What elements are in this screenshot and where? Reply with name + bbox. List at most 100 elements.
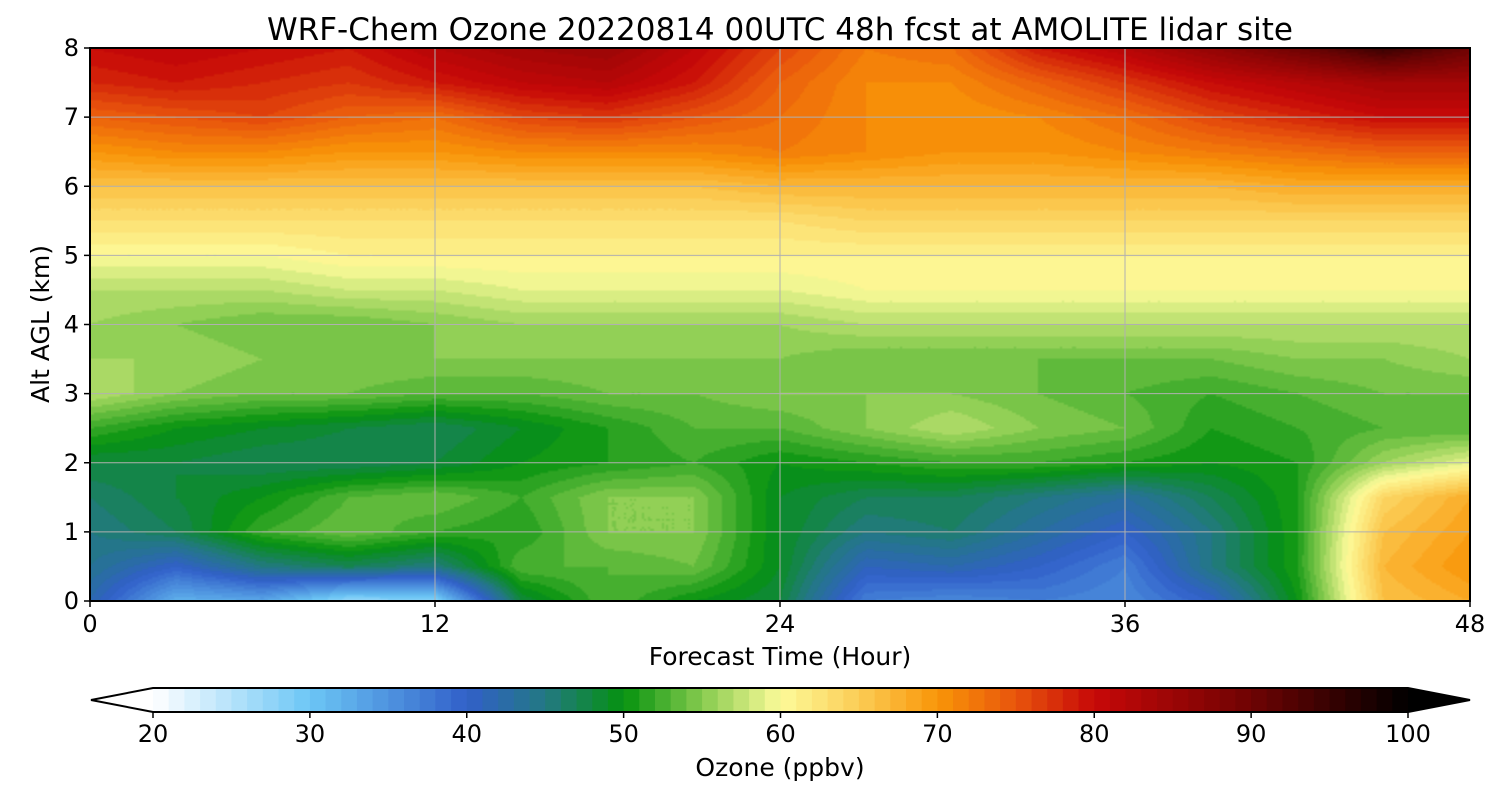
colorbar-segment bbox=[1015, 688, 1033, 712]
colorbar-segment bbox=[733, 688, 750, 712]
colorbar-segment bbox=[498, 688, 515, 712]
colorbar-segment bbox=[655, 688, 672, 712]
colorbar-segment bbox=[325, 688, 342, 712]
colorbar-segment bbox=[231, 688, 248, 712]
colorbar-segment bbox=[466, 688, 484, 712]
colorbar-segment bbox=[1000, 688, 1017, 712]
y-tick-label: 1 bbox=[64, 518, 79, 546]
colorbar-segment bbox=[749, 688, 766, 712]
colorbar-segment bbox=[278, 688, 295, 712]
colorbar-segment bbox=[639, 688, 656, 712]
colorbar-tick-label: 50 bbox=[608, 720, 639, 748]
colorbar-segment bbox=[702, 688, 719, 712]
colorbar-segment bbox=[1031, 688, 1048, 712]
colorbar-segment bbox=[1235, 688, 1252, 712]
colorbar-tick-label: 20 bbox=[138, 720, 169, 748]
colorbar-segment bbox=[843, 688, 860, 712]
colorbar-segment bbox=[262, 688, 280, 712]
colorbar-segment bbox=[404, 688, 421, 712]
y-axis: 0 1 2 3 4 5 6 7 8 bbox=[64, 34, 90, 615]
y-tick-label: 8 bbox=[64, 34, 79, 62]
colorbar-segment bbox=[717, 688, 735, 712]
colorbar-segment bbox=[576, 688, 593, 712]
colorbar-tick-label: 40 bbox=[451, 720, 482, 748]
x-axis-label: Forecast Time (Hour) bbox=[649, 642, 912, 671]
colorbar-segment bbox=[607, 688, 625, 712]
colorbar-tick-label: 80 bbox=[1079, 720, 1110, 748]
colorbar-segment bbox=[921, 688, 938, 712]
colorbar-tick-label: 90 bbox=[1236, 720, 1267, 748]
y-tick-label: 5 bbox=[64, 241, 79, 269]
colorbar-segment bbox=[874, 688, 891, 712]
colorbar-segment bbox=[341, 688, 358, 712]
x-tick-label: 36 bbox=[1110, 610, 1141, 638]
colorbar-segment bbox=[184, 688, 201, 712]
colorbar-tick-label: 100 bbox=[1385, 720, 1431, 748]
colorbar-segment bbox=[1109, 688, 1127, 712]
colorbar-segment bbox=[686, 688, 703, 712]
colorbar-segment bbox=[356, 688, 374, 712]
x-tick-label: 48 bbox=[1455, 610, 1486, 638]
colorbar-segment bbox=[906, 688, 923, 712]
colorbar-extend-high bbox=[1408, 688, 1470, 712]
colorbar-segment bbox=[764, 688, 782, 712]
y-tick-label: 4 bbox=[64, 311, 79, 339]
colorbar-segment bbox=[435, 688, 452, 712]
chart-title: WRF-Chem Ozone 20220814 00UTC 48h fcst a… bbox=[267, 12, 1293, 48]
colorbar-segment bbox=[1251, 688, 1268, 712]
colorbar-segment bbox=[937, 688, 954, 712]
colorbar-segment bbox=[984, 688, 1001, 712]
colorbar-segment bbox=[1094, 688, 1111, 712]
colorbar-segment bbox=[780, 688, 797, 712]
x-tick-label: 0 bbox=[82, 610, 97, 638]
y-tick-label: 2 bbox=[64, 449, 79, 477]
colorbar-segment bbox=[372, 688, 389, 712]
colorbar-segment bbox=[1266, 688, 1284, 712]
colorbar-segment bbox=[968, 688, 986, 712]
colorbar-segment bbox=[1188, 688, 1205, 712]
colorbar-segment bbox=[1298, 688, 1315, 712]
colorbar-segment bbox=[560, 688, 578, 712]
colorbar-segment bbox=[1313, 688, 1331, 712]
colorbar-segment bbox=[451, 688, 468, 712]
colorbar-segment bbox=[1204, 688, 1221, 712]
colorbar: 20 30 40 50 60 70 80 90 100 bbox=[90, 687, 1471, 748]
colorbar-tick-label: 70 bbox=[922, 720, 953, 748]
colorbar-segment bbox=[545, 688, 562, 712]
colorbar-segment bbox=[811, 688, 829, 712]
colorbar-segment bbox=[953, 688, 970, 712]
colorbar-segment bbox=[482, 688, 499, 712]
colorbar-segment bbox=[419, 688, 436, 712]
colorbar-segment bbox=[1282, 688, 1299, 712]
grid bbox=[90, 48, 1470, 601]
colorbar-segment bbox=[1376, 688, 1393, 712]
colorbar-segment bbox=[890, 688, 907, 712]
colorbar-segment bbox=[200, 688, 217, 712]
colorbar-tick-label: 60 bbox=[765, 720, 796, 748]
y-tick-label: 7 bbox=[64, 103, 79, 131]
colorbar-segment bbox=[1157, 688, 1174, 712]
colorbar-segment bbox=[153, 688, 170, 712]
colorbar-tick-label: 30 bbox=[295, 720, 326, 748]
colorbar-segment bbox=[309, 688, 327, 712]
colorbar-segment bbox=[1047, 688, 1064, 712]
colorbar-segment bbox=[513, 688, 531, 712]
colorbar-segment bbox=[592, 688, 609, 712]
colorbar-segment bbox=[1345, 688, 1362, 712]
colorbar-segment bbox=[247, 688, 264, 712]
x-tick-label: 24 bbox=[765, 610, 796, 638]
colorbar-segment bbox=[1219, 688, 1237, 712]
colorbar-segment bbox=[623, 688, 640, 712]
colorbar-segment bbox=[294, 688, 311, 712]
y-axis-label: Alt AGL (km) bbox=[26, 245, 55, 403]
colorbar-segment bbox=[670, 688, 687, 712]
y-tick-label: 6 bbox=[64, 172, 79, 200]
colorbar-segment bbox=[858, 688, 876, 712]
colorbar-segment bbox=[796, 688, 813, 712]
colorbar-segment bbox=[1078, 688, 1095, 712]
colorbar-segment bbox=[215, 688, 233, 712]
colorbar-segment bbox=[1172, 688, 1189, 712]
y-tick-label: 3 bbox=[64, 380, 79, 408]
colorbar-segment bbox=[1141, 688, 1158, 712]
